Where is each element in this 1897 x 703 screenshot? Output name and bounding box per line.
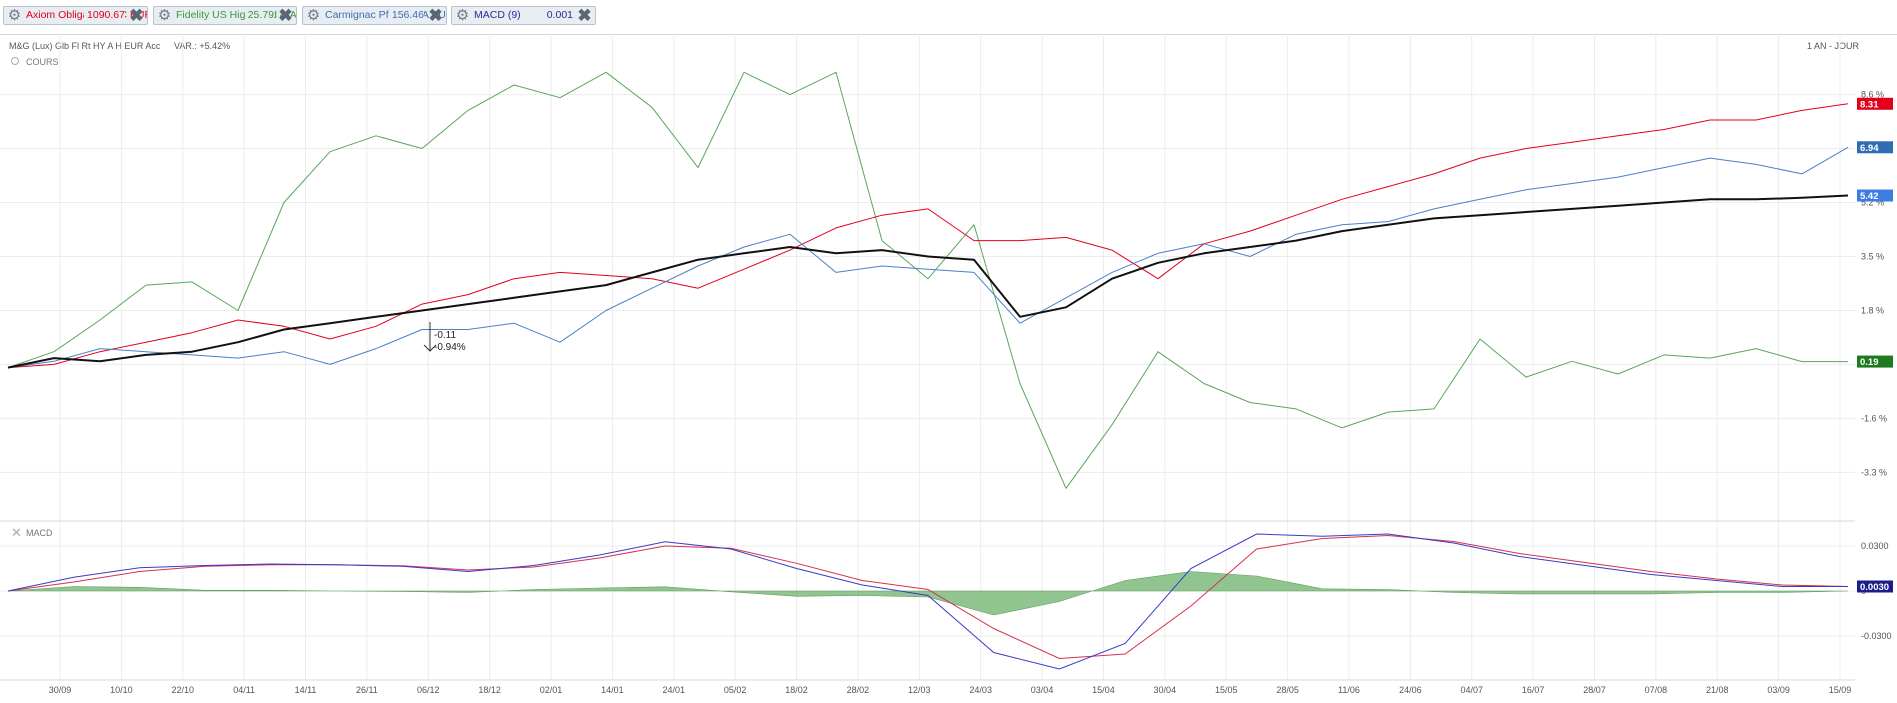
x-tick-label: 10/10 — [110, 685, 133, 695]
x-tick-label: 30/09 — [49, 685, 72, 695]
crosshair-delta: -0.11 — [434, 330, 456, 341]
close-icon[interactable]: ✖ — [129, 6, 144, 25]
gear-icon[interactable]: ⚙ — [455, 7, 470, 24]
x-tick-label: 28/07 — [1583, 685, 1606, 695]
series-line — [7, 71, 1848, 489]
close-icon[interactable]: ✖ — [278, 6, 293, 25]
series-histogram — [7, 571, 1849, 616]
x-tick-label: 03/04 — [1031, 685, 1054, 695]
x-tick-label: 15/04 — [1092, 685, 1115, 695]
instrument-name: M&G (Lux) Glb Fl Rt HY A H EUR Acc — [9, 41, 161, 51]
x-tick-label: 28/02 — [847, 685, 870, 695]
y-tick-label: 1.8 % — [1861, 305, 1884, 315]
value-badge-text: 0.19 — [1860, 357, 1879, 368]
close-icon[interactable]: ✖ — [577, 6, 592, 25]
x-tick-label: 04/11 — [233, 685, 255, 695]
x-tick-label: 16/07 — [1522, 685, 1545, 695]
series-line — [7, 194, 1849, 369]
x-tick-label: 12/03 — [908, 685, 931, 695]
x-tick-label: 30/04 — [1154, 685, 1177, 695]
series-tag-fidelity[interactable]: ⚙ Fidelity US High Yield A-AC-EUR 25.79 … — [153, 6, 297, 25]
x-tick-label: 07/08 — [1645, 685, 1668, 695]
x-tick-label: 04/07 — [1460, 685, 1483, 695]
x-tick-label: 18/02 — [785, 685, 808, 695]
value-badge-carmignac — [1857, 141, 1893, 154]
close-panel-icon[interactable]: ✕ — [11, 525, 22, 540]
x-tick-label: 06/12 — [417, 685, 440, 695]
crosshair-annotation: -0.11 -0.94% — [423, 322, 466, 353]
x-tick-label: 24/03 — [969, 685, 992, 695]
value-badge-text: 5.42 — [1860, 191, 1879, 202]
value-badge-text: 8.31 — [1860, 99, 1879, 110]
y-tick-label: -3.3 % — [1861, 467, 1887, 477]
macd-panel-label: MACD — [26, 528, 53, 538]
series-tag-value: 1090.67 — [84, 7, 125, 24]
close-icon[interactable]: ✖ — [428, 6, 443, 25]
y-tick-label: 0.0300 — [1861, 541, 1889, 551]
value-badge-mg — [1857, 189, 1893, 202]
y-tick-label: 5.2 % — [1861, 198, 1884, 208]
macd-histogram — [7, 571, 1849, 616]
main-panel-label: COURS — [26, 57, 59, 67]
series-tag-axiom[interactable]: ⚙ Axiom Obligataire RC EUR 1090.67 ✖ — [3, 6, 148, 25]
indicator-toolbar: ⚙ Axiom Obligataire RC EUR 1090.67 ✖ ⚙ F… — [0, 0, 1897, 35]
value-badge-axiom — [1857, 97, 1893, 110]
series-tag-value: 25.79 — [244, 7, 274, 24]
x-tick-label: 14/11 — [295, 685, 317, 695]
series-lines — [7, 71, 1849, 670]
gear-icon[interactable]: ⚙ — [306, 7, 321, 24]
value-badges: 8.31 6.94 5.42 0.19 0.0030 — [1857, 97, 1893, 593]
x-tick-label: 24/06 — [1399, 685, 1422, 695]
value-badge-text: 0.0030 — [1860, 582, 1889, 593]
y-tick-label: 8.6 % — [1861, 90, 1884, 100]
x-tick-label: 15/05 — [1215, 685, 1238, 695]
series-tag-value: 156.46 — [388, 7, 424, 24]
series-line — [7, 146, 1849, 369]
x-axis-labels: 30/09 10/10 22/10 04/11 14/11 26/11 06/12 18/12… — [49, 685, 1852, 695]
x-tick-label: 18/12 — [478, 685, 501, 695]
crosshair-percent: -0.94% — [434, 342, 466, 353]
y-tick-label: -0.0300 — [1861, 631, 1892, 641]
y-tick-label: 3.5 % — [1861, 251, 1884, 261]
series-line — [7, 103, 1849, 369]
x-tick-label: 05/02 — [724, 685, 747, 695]
x-tick-label: 21/08 — [1706, 685, 1729, 695]
x-tick-label: 22/10 — [171, 685, 194, 695]
series-tag-carmignac[interactable]: ⚙ Carmignac Pf Credit A EUR Acc 156.46 ✖ — [302, 6, 447, 25]
gear-icon[interactable]: ⚙ — [7, 7, 22, 24]
y-tick-label: -1.6 % — [1861, 413, 1887, 423]
x-tick-label: 26/11 — [356, 685, 378, 695]
x-tick-label: 14/01 — [601, 685, 624, 695]
value-badge-macd — [1857, 580, 1893, 593]
panel-toggle-icon[interactable] — [11, 57, 19, 65]
grid-lines — [0, 36, 1855, 680]
series-line-macd — [7, 533, 1848, 670]
x-tick-label: 24/01 — [663, 685, 686, 695]
x-tick-label: 28/05 — [1276, 685, 1299, 695]
period-label[interactable]: 1 AN - JOUR — [1806, 41, 1859, 51]
variation-label: VAR.: +5.42% — [174, 41, 231, 51]
x-tick-label: 15/09 — [1829, 685, 1852, 695]
x-tick-label: 02/01 — [540, 685, 563, 695]
value-badge-fidelity — [1857, 355, 1893, 368]
crosshair-arrow — [423, 344, 437, 352]
x-tick-label: 11/06 — [1338, 685, 1360, 695]
series-tag-value: 0.001 — [546, 9, 573, 21]
series-tag-macd[interactable]: ⚙ MACD (9) 0.001 ✖ — [451, 6, 596, 25]
value-badge-text: 6.94 — [1860, 143, 1879, 154]
x-tick-label: 03/09 — [1767, 685, 1790, 695]
series-tag-name: MACD (9) — [474, 9, 521, 21]
gear-icon[interactable]: ⚙ — [157, 7, 172, 24]
